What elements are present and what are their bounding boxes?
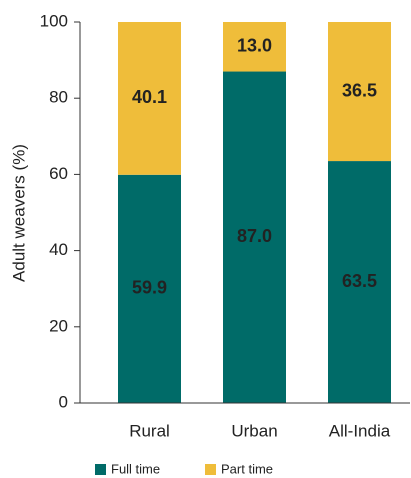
y-axis-title: Adult weavers (%) [9,144,28,282]
y-tick-label: 0 [59,392,68,411]
bar-segment [328,22,391,162]
y-tick-label: 100 [40,11,68,30]
data-label: 63.5 [342,271,377,291]
bar-segment [118,22,181,175]
legend-label: Part time [221,461,273,476]
legend-label: Full time [111,461,160,476]
bar-segment [328,161,391,403]
data-label: 13.0 [237,36,272,56]
data-label: 87.0 [237,226,272,246]
y-tick-label: 60 [49,164,68,183]
bar-segment [118,174,181,403]
bar-segment [223,71,286,403]
bar-segment [223,22,286,72]
y-tick-label: 40 [49,240,68,259]
x-tick-label: Rural [129,421,170,440]
data-label: 59.9 [132,278,167,298]
y-tick-label: 80 [49,88,68,107]
x-tick-label: Urban [231,421,277,440]
data-label: 40.1 [132,87,167,107]
legend-swatch [205,464,216,475]
y-tick-label: 20 [49,316,68,335]
data-label: 36.5 [342,80,377,100]
x-tick-label: All-India [329,421,391,440]
legend-swatch [95,464,106,475]
